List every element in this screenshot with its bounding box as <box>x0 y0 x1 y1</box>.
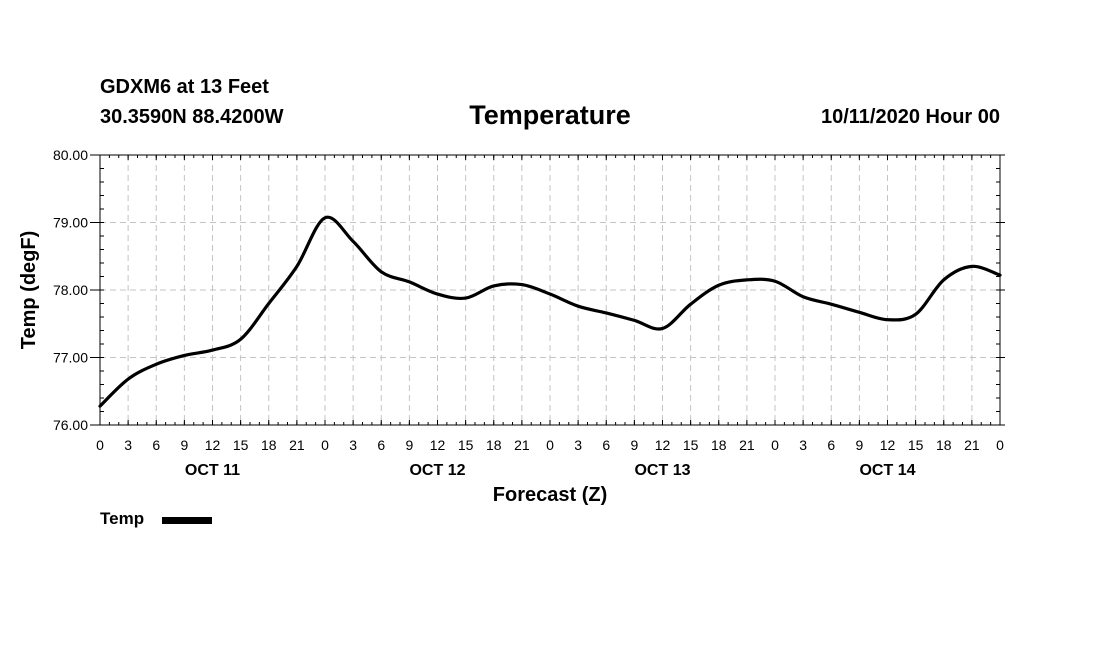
ticks <box>90 154 1005 426</box>
data-point <box>774 280 777 283</box>
chart-title: Temperature <box>469 100 631 130</box>
data-point <box>408 280 411 283</box>
data-point <box>745 278 748 281</box>
x-tick-label: 0 <box>96 437 104 453</box>
data-point <box>155 363 158 366</box>
data-point <box>830 303 833 306</box>
x-tick-label: 6 <box>602 437 610 453</box>
data-point <box>324 216 327 219</box>
grid <box>100 155 1000 425</box>
day-label: OCT 12 <box>409 462 465 479</box>
x-tick-label: 12 <box>430 437 446 453</box>
x-tick-label: 9 <box>405 437 413 453</box>
run-time-label: 10/11/2020 Hour 00 <box>820 106 1000 128</box>
x-tick-label: 21 <box>964 437 980 453</box>
data-point <box>689 303 692 306</box>
day-label: OCT 11 <box>185 462 240 479</box>
data-point <box>295 265 298 268</box>
x-tick-label: 0 <box>546 437 554 453</box>
data-point <box>914 313 917 316</box>
data-point <box>633 319 636 322</box>
data-point <box>605 311 608 314</box>
x-tick-label: 18 <box>936 437 952 453</box>
data-point <box>549 293 552 296</box>
y-tick-label: 78.00 <box>53 282 88 298</box>
data-point <box>267 302 270 305</box>
x-tick-label: 3 <box>124 437 132 453</box>
x-tick-label: 0 <box>771 437 779 453</box>
y-tick-label: 77.00 <box>53 350 88 366</box>
series-group <box>98 215 1002 408</box>
x-tick-label: 12 <box>880 437 896 453</box>
station-label: GDXM6 at 13 Feet <box>100 76 269 98</box>
x-tick-label: 9 <box>855 437 863 453</box>
data-point <box>127 378 130 381</box>
x-tick-label: 6 <box>152 437 160 453</box>
legend-label: Temp <box>100 509 145 528</box>
data-point <box>942 278 945 281</box>
data-point <box>352 240 355 243</box>
data-point <box>211 349 214 352</box>
x-tick-label: 6 <box>827 437 835 453</box>
data-point <box>577 305 580 308</box>
x-tick-label: 3 <box>349 437 357 453</box>
data-point <box>239 338 242 341</box>
x-tick-label: 15 <box>683 437 699 453</box>
x-tick-label: 18 <box>486 437 502 453</box>
coordinates-label: 30.3590N 88.4200W <box>100 106 284 128</box>
data-point <box>492 284 495 287</box>
x-tick-label: 6 <box>377 437 385 453</box>
data-point <box>858 311 861 314</box>
data-point <box>886 318 889 321</box>
x-tick-label: 21 <box>289 437 305 453</box>
legend-swatch <box>162 517 212 524</box>
x-tick-label: 15 <box>233 437 249 453</box>
x-tick-label: 15 <box>458 437 474 453</box>
x-tick-label: 12 <box>205 437 221 453</box>
data-point <box>183 354 186 357</box>
data-point <box>970 265 973 268</box>
data-point <box>717 284 720 287</box>
data-point <box>380 270 383 273</box>
data-point <box>464 297 467 300</box>
series-line-temp <box>98 215 1002 408</box>
x-tick-label: 3 <box>799 437 807 453</box>
x-tick-label: 21 <box>739 437 755 453</box>
y-tick-label: 80.00 <box>53 147 88 163</box>
data-point <box>520 283 523 286</box>
x-tick-label: 18 <box>261 437 277 453</box>
x-tick-label: 0 <box>996 437 1004 453</box>
x-tick-label: 21 <box>514 437 530 453</box>
x-axis-title: Forecast (Z) <box>493 484 607 506</box>
x-tick-label: 9 <box>630 437 638 453</box>
x-tick-label: 3 <box>574 437 582 453</box>
y-tick-label: 76.00 <box>53 417 88 433</box>
x-tick-label: 9 <box>180 437 188 453</box>
x-tick-label: 18 <box>711 437 727 453</box>
day-label: OCT 13 <box>634 462 690 479</box>
day-label: OCT 14 <box>859 462 915 479</box>
data-point <box>661 327 664 330</box>
y-axis-title: Temp (degF) <box>18 231 40 350</box>
y-tick-label: 79.00 <box>53 215 88 231</box>
axis-labels: 76.00 77.00 78.00 79.00 80.00 0 3 6 9 12 15 18 21 0 3 6… <box>53 147 1004 479</box>
x-tick-label: 15 <box>908 437 924 453</box>
x-tick-label: 0 <box>321 437 329 453</box>
x-tick-label: 12 <box>655 437 671 453</box>
data-point <box>802 295 805 298</box>
data-point <box>436 293 439 296</box>
